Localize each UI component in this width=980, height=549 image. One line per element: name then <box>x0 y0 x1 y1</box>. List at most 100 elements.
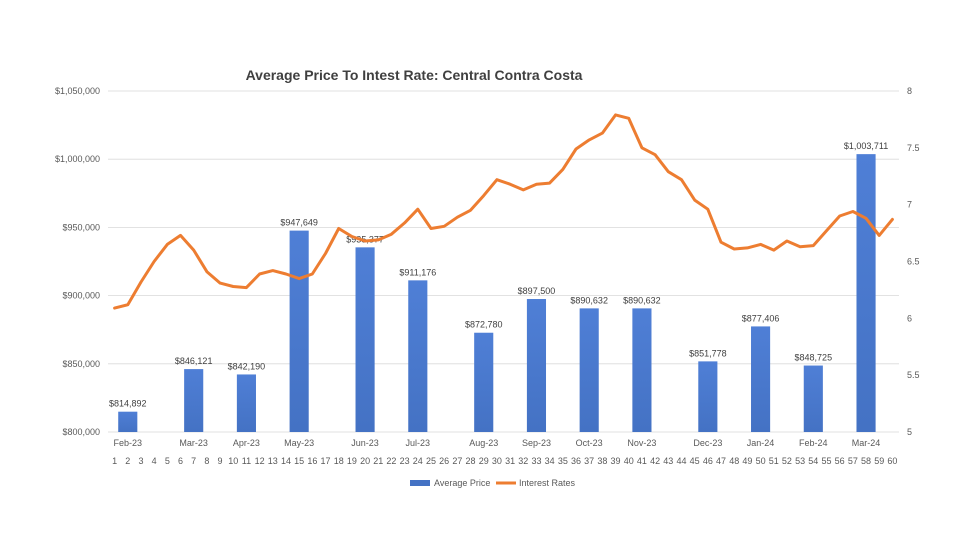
x-tick-label: 23 <box>400 456 410 466</box>
x-tick-label: 32 <box>518 456 528 466</box>
bar <box>632 308 652 432</box>
x-tick-label: 57 <box>848 456 858 466</box>
left-axis: $800,000 $850,000 $900,000 $950,000 $1,000,0… <box>55 86 100 437</box>
left-tick-label: $1,050,000 <box>55 86 100 96</box>
x-tick-label: 21 <box>373 456 383 466</box>
bar-data-label: $911,176 <box>399 267 436 277</box>
month-label: Jun-23 <box>351 438 379 448</box>
x-tick-label: 24 <box>413 456 423 466</box>
bar <box>289 230 309 432</box>
x-tick-label: 7 <box>191 456 196 466</box>
x-tick-label: 40 <box>624 456 634 466</box>
x-tick-label: 2 <box>125 456 130 466</box>
x-tick-label: 29 <box>479 456 489 466</box>
right-tick-label: 7.5 <box>907 143 920 153</box>
x-tick-label: 18 <box>334 456 344 466</box>
left-tick-label: $850,000 <box>62 359 100 369</box>
x-tick-label: 59 <box>874 456 884 466</box>
right-tick-label: 6 <box>907 313 912 323</box>
bar-data-label: $872,780 <box>465 320 503 330</box>
chart-title: Average Price To Intest Rate: Central Co… <box>246 67 583 83</box>
x-tick-label: 6 <box>178 456 183 466</box>
bar <box>355 247 375 432</box>
x-tick-label: 8 <box>204 456 209 466</box>
right-tick-label: 5.5 <box>907 370 920 380</box>
x-tick-label: 25 <box>426 456 436 466</box>
x-tick-label: 5 <box>165 456 170 466</box>
month-label: Apr-23 <box>233 438 260 448</box>
x-tick-label: 55 <box>821 456 831 466</box>
x-tick-label: 56 <box>835 456 845 466</box>
x-tick-label: 35 <box>558 456 568 466</box>
bar-data-label: $935,377 <box>346 234 384 244</box>
bar-data-label: $846,121 <box>175 356 213 366</box>
x-tick-label: 9 <box>218 456 223 466</box>
bar-data-label: $890,632 <box>570 295 608 305</box>
x-tick-label: 27 <box>452 456 462 466</box>
bar <box>698 361 718 432</box>
bar <box>579 308 599 432</box>
x-tick-label: 49 <box>742 456 752 466</box>
bar-data-label: $877,406 <box>742 313 780 323</box>
bar <box>526 299 547 432</box>
month-label: Nov-23 <box>627 438 656 448</box>
x-tick-label: 22 <box>386 456 396 466</box>
bar-data-label: $851,778 <box>689 348 727 358</box>
right-axis: 5 5.5 6 6.5 7 7.5 8 <box>907 86 920 437</box>
x-tick-label: 20 <box>360 456 370 466</box>
month-label: May-23 <box>284 438 314 448</box>
bar <box>184 369 204 432</box>
right-tick-label: 8 <box>907 86 912 96</box>
bar-data-label: $890,632 <box>623 295 661 305</box>
bar <box>408 280 428 432</box>
bar-data-label: $848,725 <box>795 353 833 363</box>
legend-label-average-price: Average Price <box>434 478 490 488</box>
month-label: Mar-23 <box>179 438 208 448</box>
gridlines <box>108 90 899 433</box>
x-tick-label: 54 <box>808 456 818 466</box>
line-series <box>113 113 894 310</box>
legend: Average Price Interest Rates <box>410 478 576 488</box>
left-tick-label: $800,000 <box>62 427 100 437</box>
legend-swatch-average-price <box>410 480 430 486</box>
x-tick-label: 28 <box>466 456 476 466</box>
left-tick-label: $900,000 <box>62 291 100 301</box>
x-tick-label: 42 <box>650 456 660 466</box>
x-tick-label: 26 <box>439 456 449 466</box>
x-tick-label: 12 <box>255 456 265 466</box>
x-tick-label: 10 <box>228 456 238 466</box>
bar-data-label: $814,892 <box>109 399 147 409</box>
x-tick-label: 38 <box>597 456 607 466</box>
right-tick-label: 7 <box>907 200 912 210</box>
month-label: Feb-23 <box>114 438 143 448</box>
bar <box>474 332 494 432</box>
x-tick-label: 11 <box>242 456 251 466</box>
bar <box>803 365 823 432</box>
month-labels: Feb-23 Mar-23 Apr-23 May-23 Jun-23 Jul-23 Aug-… <box>114 438 881 448</box>
x-tick-label: 51 <box>769 456 779 466</box>
right-tick-label: 5 <box>907 427 912 437</box>
x-tick-label: 50 <box>756 456 766 466</box>
bar <box>856 154 876 433</box>
bar-data-label: $947,649 <box>280 218 318 228</box>
bar-series <box>118 154 876 433</box>
x-tick-label: 4 <box>152 456 157 466</box>
x-tick-label: 48 <box>729 456 739 466</box>
x-tick-label: 47 <box>716 456 726 466</box>
x-tick-label: 37 <box>584 456 594 466</box>
month-label: Sep-23 <box>522 438 551 448</box>
month-label: Jan-24 <box>747 438 775 448</box>
x-tick-label: 45 <box>690 456 700 466</box>
left-tick-label: $1,000,000 <box>55 154 100 164</box>
x-tick-label: 15 <box>294 456 304 466</box>
month-label: Jul-23 <box>406 438 431 448</box>
x-tick-label: 41 <box>637 456 647 466</box>
bar-data-label: $897,500 <box>518 286 556 296</box>
x-tick-label: 31 <box>505 456 515 466</box>
month-label: Mar-24 <box>852 438 881 448</box>
x-tick-label: 1 <box>112 456 117 466</box>
x-tick-label: 17 <box>321 456 331 466</box>
bar-data-labels: $814,892 $846,121 $842,190 $947,649 $935,377… <box>109 141 888 409</box>
x-tick-label: 53 <box>795 456 805 466</box>
